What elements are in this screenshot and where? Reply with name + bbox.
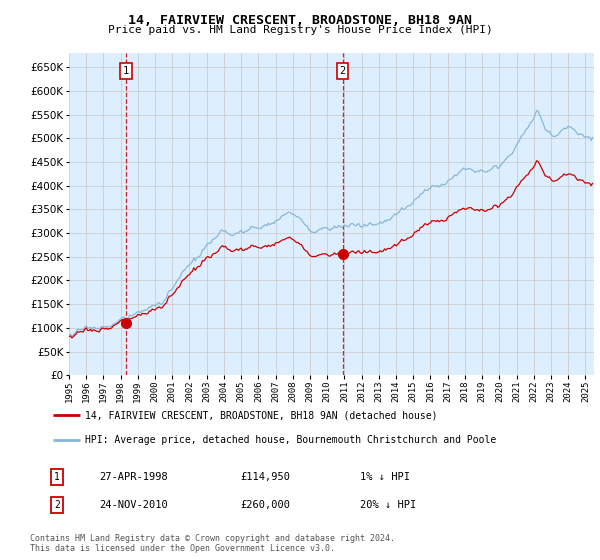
Text: 27-APR-1998: 27-APR-1998: [99, 472, 168, 482]
Text: 14, FAIRVIEW CRESCENT, BROADSTONE, BH18 9AN (detached house): 14, FAIRVIEW CRESCENT, BROADSTONE, BH18 …: [85, 410, 438, 421]
Text: 1: 1: [123, 66, 129, 76]
Text: HPI: Average price, detached house, Bournemouth Christchurch and Poole: HPI: Average price, detached house, Bour…: [85, 435, 497, 445]
Text: £114,950: £114,950: [240, 472, 290, 482]
Text: 1: 1: [54, 472, 60, 482]
Text: Price paid vs. HM Land Registry's House Price Index (HPI): Price paid vs. HM Land Registry's House …: [107, 25, 493, 35]
Text: 24-NOV-2010: 24-NOV-2010: [99, 500, 168, 510]
Text: £260,000: £260,000: [240, 500, 290, 510]
Text: 2: 2: [54, 500, 60, 510]
Text: Contains HM Land Registry data © Crown copyright and database right 2024.
This d: Contains HM Land Registry data © Crown c…: [30, 534, 395, 553]
Text: 14, FAIRVIEW CRESCENT, BROADSTONE, BH18 9AN: 14, FAIRVIEW CRESCENT, BROADSTONE, BH18 …: [128, 14, 472, 27]
Text: 1% ↓ HPI: 1% ↓ HPI: [360, 472, 410, 482]
Text: 2: 2: [340, 66, 346, 76]
Text: 20% ↓ HPI: 20% ↓ HPI: [360, 500, 416, 510]
